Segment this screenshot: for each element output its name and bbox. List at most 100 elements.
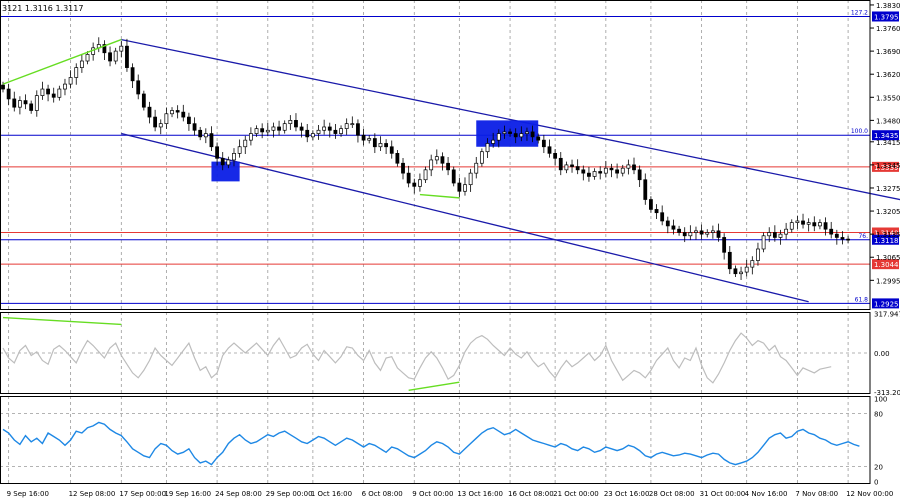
candle-body [137,81,140,94]
candle-body [554,153,557,158]
candle-body [616,170,619,173]
y-tick-label: 1.3345 [876,162,900,170]
candle-body [740,272,743,274]
support-box [211,162,239,182]
candle-body [413,183,416,186]
y-tick-label: 1.3550 [876,94,900,102]
price-level-label: 1.3795 [874,13,899,21]
candle-body [255,129,258,134]
candle-body [390,147,393,154]
candle-body [480,152,483,164]
candle-body [514,134,517,137]
candle-body [621,168,624,173]
candle-body [210,134,213,147]
candle-body [244,140,247,147]
candle [142,91,145,111]
x-tick-label: 29 Sep 00:00 [266,490,313,498]
candle-body [717,231,720,238]
resistance-box [476,120,538,146]
candle-body [1,85,4,89]
y-tick-label: 1.3690 [876,48,900,56]
candle-body [261,129,264,132]
candle-body [385,143,388,146]
candle-body [154,117,157,127]
candle-body [418,180,421,187]
candle-body [756,249,759,261]
candle-body [238,147,241,154]
candle-body [542,140,545,147]
candle-body [672,226,675,229]
y-tick-label: 1.3205 [876,208,900,216]
candle-body [401,163,404,173]
candle-body [142,94,145,107]
candle-body [700,231,703,234]
stoch-tick-label: 20 [874,463,883,471]
candle-body [18,101,21,108]
candle-body [345,124,348,129]
candle-body [52,94,55,97]
x-tick-label: 17 Sep 00:00 [119,490,166,498]
candle-body [661,213,664,221]
x-tick-label: 19 Sep 16:00 [164,490,211,498]
x-tick-label: 21 Oct 00:00 [553,490,599,498]
candle-body [159,124,162,127]
stoch-tick-label: 80 [874,411,883,419]
y-tick-label: 1.3135 [876,231,900,239]
candle-body [469,173,472,185]
candle-body [548,147,551,154]
y-tick-label: 1.3415 [876,139,900,147]
candle-body [75,68,78,78]
candle-body [80,61,83,68]
stoch-tick-label: 0 [874,478,878,486]
candle-body [362,135,365,140]
candle-body [351,124,354,125]
candle-body [570,165,573,167]
candle-body [458,183,461,191]
candle-body [114,51,117,61]
candle-body [711,231,714,233]
candle-body [131,68,134,81]
x-tick-label: 4 Nov 16:00 [745,490,788,498]
candle-body [745,267,748,272]
candle-body [723,237,726,252]
candle-body [768,233,771,236]
candle-body [125,46,128,67]
candle-body [334,130,337,133]
candle-body [627,165,630,168]
candle-body [283,124,286,131]
candle-body [582,170,585,173]
candle-body [751,261,754,268]
candle-body [503,132,506,134]
candle-body [452,170,455,183]
candle-body [441,157,444,164]
candle-body [204,134,207,137]
candle-body [221,158,224,165]
candle-body [407,173,410,183]
candle-body [576,167,579,170]
candle-body [818,223,821,226]
candle-body [396,153,399,163]
candle-body [683,233,686,236]
candle-body [537,137,540,140]
x-tick-label: 9 Oct 00:00 [412,490,453,498]
candle-body [227,160,230,165]
candle-body [559,158,562,170]
candle-body [593,171,596,176]
candle-body [317,130,320,133]
quote-text: 3121 1.3116 1.3117 [2,4,83,13]
fib-label: 61.8 [855,296,869,303]
candle-body [328,127,331,130]
candle-body [108,53,111,61]
x-tick-label: 12 Sep 08:00 [69,490,116,498]
x-tick-label: 9 Sep 16:00 [7,490,49,498]
candle-body [424,170,427,180]
candle-body [306,130,309,137]
candle-body [706,233,709,235]
candle-body [790,223,793,230]
candle-body [734,269,737,274]
candle-body [841,237,844,239]
y-tick-label: 1.3275 [876,185,900,193]
x-tick-label: 6 Oct 08:00 [362,490,403,498]
